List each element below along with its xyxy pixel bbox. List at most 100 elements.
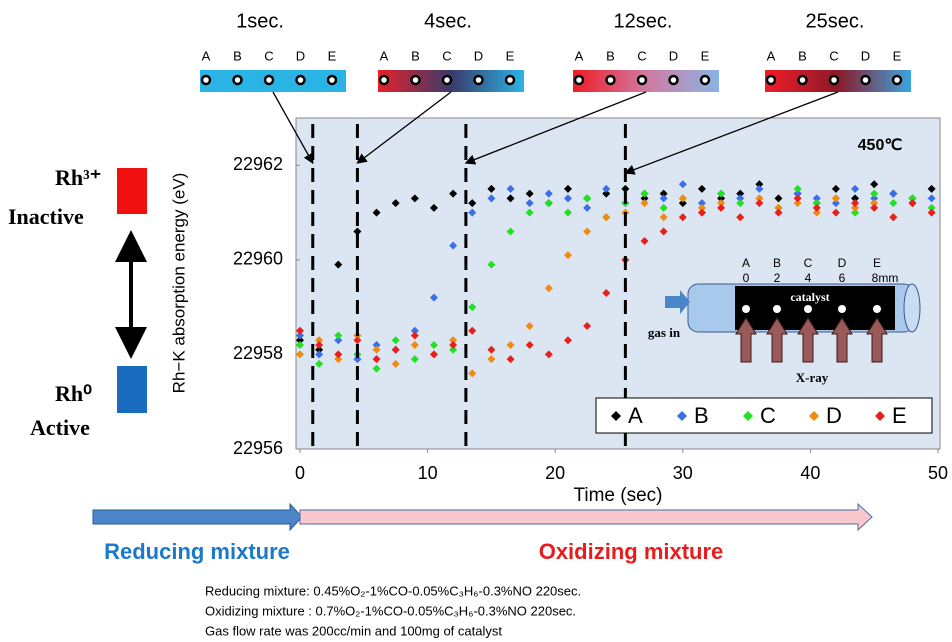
data-point — [870, 199, 879, 208]
data-point — [812, 203, 821, 212]
data-point — [296, 336, 304, 345]
data-point — [487, 260, 496, 269]
y-tick-label: 22960 — [233, 249, 283, 269]
data-point — [372, 364, 381, 373]
data-point — [315, 340, 324, 349]
x-tick-label: 50 — [928, 463, 948, 483]
data-point — [449, 241, 458, 250]
data-point — [870, 203, 879, 212]
data-point — [659, 227, 668, 236]
data-point — [449, 345, 458, 354]
position-dot — [797, 74, 808, 86]
snapshot-label: 25sec. — [806, 10, 865, 32]
inset-position: D — [838, 256, 847, 270]
position-dot — [326, 74, 338, 86]
data-point — [391, 199, 400, 208]
position-label: E — [506, 48, 515, 63]
data-point — [755, 194, 764, 203]
data-point — [659, 189, 668, 198]
catalyst-bed — [735, 286, 895, 330]
data-point — [851, 208, 860, 217]
data-point — [831, 199, 840, 208]
data-point — [544, 350, 553, 359]
position-dot — [295, 74, 306, 86]
note: Reducing mixture: 0.45%O₂-1%CO-0.05%C₃H₆… — [205, 583, 581, 598]
data-point — [487, 345, 496, 354]
data-point — [602, 213, 611, 222]
data-point — [659, 194, 668, 203]
data-point — [410, 355, 419, 364]
data-point — [334, 355, 343, 364]
inset-distance: 8mm — [872, 271, 899, 285]
temperature: 450℃ — [858, 137, 903, 154]
data-point — [602, 184, 611, 193]
x-tick-label: 40 — [800, 463, 820, 483]
data-point — [793, 184, 802, 193]
data-point — [851, 203, 860, 212]
data-point — [851, 194, 860, 203]
data-point — [755, 199, 764, 208]
data-point — [602, 288, 611, 297]
data-point — [334, 336, 343, 345]
state-bottom-label: Active — [30, 415, 90, 440]
data-point — [353, 336, 362, 345]
data-point — [678, 213, 687, 222]
position-dot — [473, 74, 484, 86]
state-top-box — [117, 168, 147, 214]
data-point — [563, 194, 572, 203]
data-point — [640, 199, 649, 208]
data-point — [640, 236, 649, 245]
xray-arrow — [766, 317, 788, 363]
position-label: B — [606, 48, 615, 63]
data-point — [697, 199, 706, 208]
data-point — [793, 194, 802, 203]
position-label: E — [701, 48, 710, 63]
data-point — [525, 340, 534, 349]
snapshot-label: 4sec. — [424, 10, 472, 32]
data-point — [563, 184, 572, 193]
position-label: D — [474, 48, 483, 63]
data-point — [410, 340, 419, 349]
inset-position: B — [773, 256, 781, 270]
state-top-label: Inactive — [8, 204, 84, 229]
data-point — [544, 199, 553, 208]
data-point — [506, 184, 515, 193]
state-top: Rh³⁺ — [55, 165, 101, 190]
inset-dot — [804, 305, 812, 313]
data-point — [736, 189, 745, 198]
data-point — [563, 251, 572, 260]
data-point — [468, 303, 477, 312]
position-dot — [263, 74, 275, 86]
inset-dot — [742, 305, 750, 313]
data-point — [372, 345, 381, 354]
data-point — [296, 326, 304, 335]
position-dot — [573, 74, 585, 86]
data-point — [774, 194, 783, 203]
data-point — [870, 180, 879, 189]
position-dot — [891, 74, 903, 86]
data-point — [602, 189, 611, 198]
position-label: D — [861, 48, 870, 63]
position-dot — [232, 74, 243, 86]
data-point — [583, 194, 592, 203]
position-label: C — [442, 48, 451, 63]
data-point — [678, 199, 687, 208]
snapshot-label: 12sec. — [614, 10, 673, 32]
y-tick-label: 22956 — [233, 438, 283, 458]
data-point — [391, 359, 400, 368]
data-point — [736, 213, 745, 222]
data-point — [487, 184, 496, 193]
xray-arrow — [797, 317, 819, 363]
data-point — [315, 359, 324, 368]
data-point — [391, 336, 400, 345]
gas-arrow — [665, 290, 690, 314]
data-point — [812, 194, 821, 203]
data-point — [678, 194, 687, 203]
data-point — [544, 284, 553, 293]
snapshot-label: 1sec. — [236, 10, 284, 32]
xray-arrow — [866, 317, 888, 363]
data-point — [583, 322, 592, 331]
position-dot — [699, 74, 711, 86]
data-point — [640, 194, 649, 203]
data-point — [296, 331, 304, 340]
